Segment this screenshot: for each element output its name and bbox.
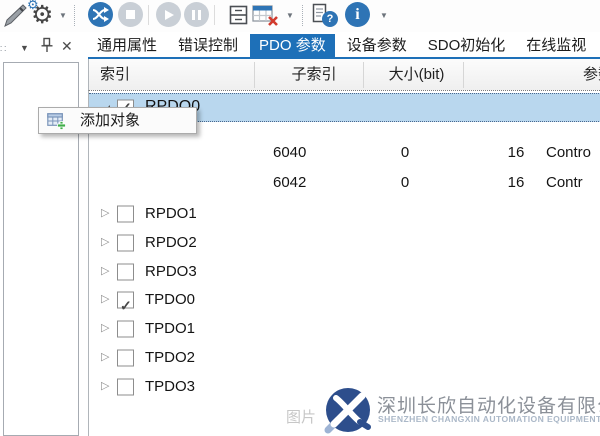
checkbox-tpdo1[interactable]: [117, 320, 134, 337]
expander-collapsed-icon[interactable]: ▷: [101, 206, 110, 219]
play-icon[interactable]: [156, 2, 181, 27]
toolbar-overflow-caret-icon[interactable]: ▼: [59, 11, 67, 20]
tab-general-properties[interactable]: 通用属性: [97, 37, 158, 54]
info-icon[interactable]: i: [345, 2, 370, 27]
expander-collapsed-icon[interactable]: ▷: [101, 379, 110, 392]
toolbar-separator: [148, 5, 149, 25]
small-gear-icon: ⚙: [27, 0, 39, 12]
grip-dots-icon: ∷: [0, 44, 8, 55]
table-row-tpdo0[interactable]: ▷ TPDO0: [89, 285, 600, 320]
pause-icon[interactable]: [184, 2, 209, 27]
tab-device-parameters[interactable]: 设备参数: [346, 37, 407, 54]
column-header-index[interactable]: 索引: [100, 66, 131, 83]
expander-collapsed-icon[interactable]: ▷: [101, 350, 110, 363]
checkbox-rpdo3[interactable]: [117, 263, 134, 280]
toolbar-overflow-caret-icon[interactable]: ▼: [286, 11, 294, 20]
row-label: RPDO3: [145, 263, 197, 280]
pen-icon[interactable]: [2, 3, 27, 33]
row-label: TPDO2: [145, 349, 196, 366]
toolbar-separator: [302, 5, 303, 26]
archive-icon[interactable]: [228, 4, 249, 31]
sync-icon[interactable]: [88, 2, 113, 27]
stop-icon[interactable]: [118, 2, 143, 27]
menu-item-label: 添加对象: [80, 112, 141, 129]
row-label: RPDO1: [145, 205, 197, 222]
table-row-rpdo1[interactable]: ▷ RPDO1: [89, 199, 600, 228]
tab-online-monitor[interactable]: 在线监视: [526, 37, 587, 54]
context-menu: 添加对象: [38, 107, 197, 134]
tab-underline: [88, 57, 600, 59]
table-row-tpdo2[interactable]: ▷ TPDO2: [89, 343, 600, 372]
property-tabs: 通用属性 错误控制 PDO 参数 设备参数 SDO初始化 在线监视: [88, 34, 600, 57]
table-row-object[interactable]: 6042 0 16 Contr: [89, 168, 600, 198]
menu-item-add-object[interactable]: 添加对象: [39, 108, 196, 133]
tab-pdo-parameters[interactable]: PDO 参数: [250, 34, 335, 57]
delete-table-icon[interactable]: [252, 4, 279, 33]
help-glyph: ?: [326, 13, 334, 25]
settings-gear-icon[interactable]: ⚙ ⚙: [27, 0, 53, 28]
cell-param: Contr: [546, 174, 583, 191]
table-row-tpdo3[interactable]: ▷ TPDO3: [89, 372, 600, 401]
company-name-cn: 深圳长欣自动化设备有限公司: [377, 396, 600, 417]
info-glyph: i: [355, 5, 360, 23]
cell-size: 16: [507, 174, 525, 191]
pdo-table-header: 索引 子索引 大小(bit) 参数: [88, 59, 600, 91]
table-row-rpdo2[interactable]: ▷ RPDO2: [89, 228, 600, 257]
close-icon[interactable]: ✕: [61, 38, 73, 54]
toolbar-overflow-caret-icon[interactable]: ▼: [380, 11, 388, 20]
expander-collapsed-icon[interactable]: ▷: [101, 235, 110, 248]
cell-param: Contro: [546, 144, 592, 161]
column-header-subindex[interactable]: 子索引: [291, 66, 337, 83]
main-toolbar: ⚙ ⚙ ▼: [0, 0, 600, 32]
checkbox-rpdo1[interactable]: [117, 205, 134, 222]
table-row-tpdo1[interactable]: ▷ TPDO1: [89, 314, 600, 343]
checkbox-tpdo0[interactable]: [117, 291, 134, 320]
cell-size: 16: [507, 144, 525, 161]
help-icon[interactable]: ?: [312, 3, 342, 29]
table-row-rpdo3[interactable]: ▷ RPDO3: [89, 257, 600, 286]
checkbox-tpdo2[interactable]: [117, 349, 134, 366]
checkbox-tpdo3[interactable]: [117, 378, 134, 395]
checkbox-rpdo2[interactable]: [117, 234, 134, 251]
toolbar-separator: [74, 5, 75, 26]
tab-error-control[interactable]: 错误控制: [178, 37, 239, 54]
watermark-caption: 图片: [286, 409, 317, 426]
dock-panel-titlebar: ∷ ▼ ✕: [0, 36, 84, 58]
add-object-icon: [47, 112, 67, 135]
expander-collapsed-icon[interactable]: ▷: [101, 264, 110, 277]
tab-sdo-init[interactable]: SDO初始化: [427, 37, 506, 54]
company-logo-icon: [322, 386, 374, 436]
column-header-size[interactable]: 大小(bit): [388, 66, 445, 83]
cell-subindex: 0: [400, 144, 410, 161]
cell-index: 6042: [273, 174, 307, 191]
expander-collapsed-icon[interactable]: ▷: [101, 292, 110, 305]
company-name-en: SHENZHEN CHANGXIN AUTOMATION EQUIPMENT C…: [378, 414, 600, 424]
toolbar-separator: [214, 5, 215, 25]
row-label: TPDO0: [145, 291, 196, 308]
pin-icon[interactable]: [40, 37, 54, 58]
cell-subindex: 0: [400, 174, 410, 191]
row-label: RPDO2: [145, 234, 197, 251]
row-label: TPDO3: [145, 378, 196, 395]
dock-caret-icon[interactable]: ▼: [20, 43, 29, 53]
pdo-table-body: RPDO0 6040 0 16 Contro 6042 0 16 Contr ▷…: [88, 91, 600, 436]
column-header-param[interactable]: 参数: [583, 66, 600, 83]
cell-index: 6040: [273, 144, 307, 161]
expander-collapsed-icon[interactable]: ▷: [101, 321, 110, 334]
table-row-object[interactable]: 6040 0 16 Contro: [89, 138, 600, 168]
row-label: TPDO1: [145, 320, 196, 337]
